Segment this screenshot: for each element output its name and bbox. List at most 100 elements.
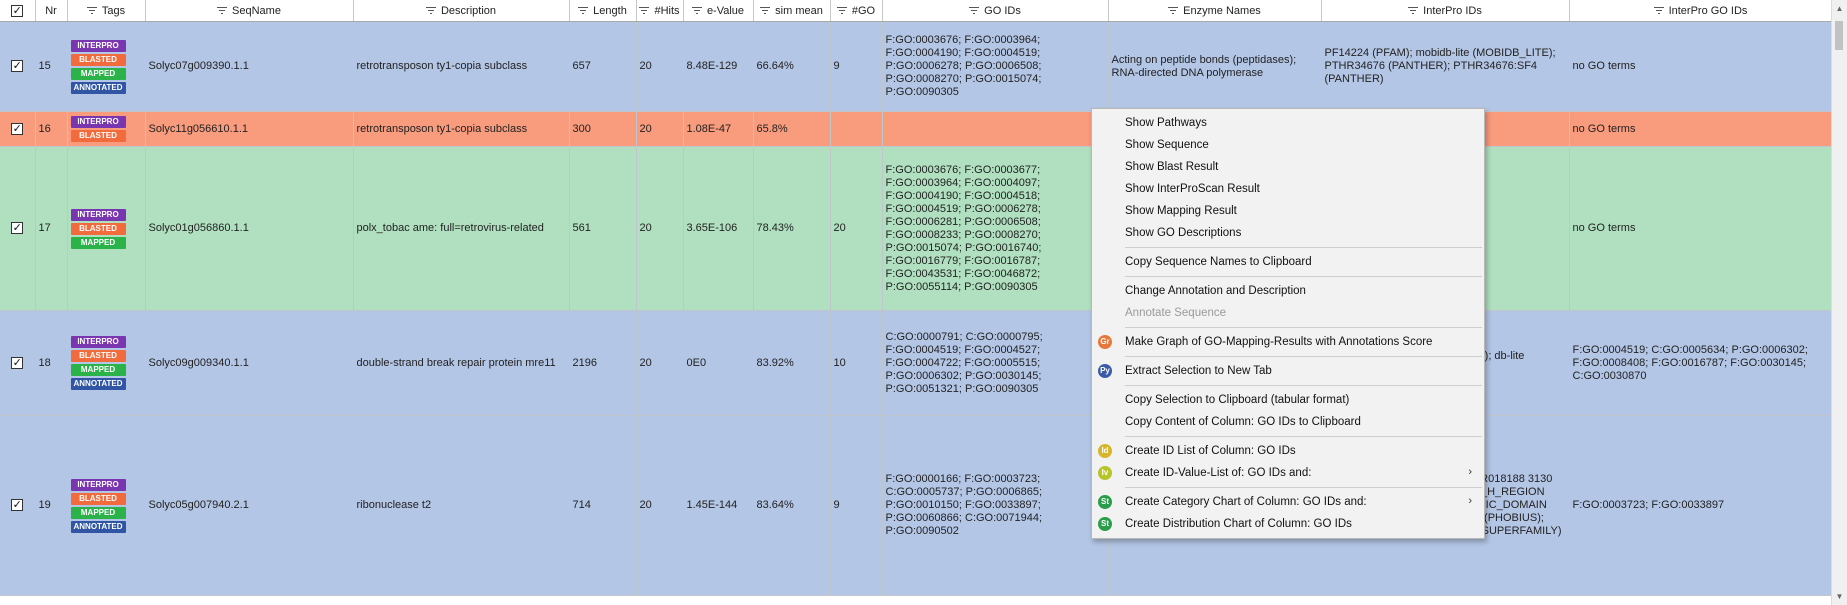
menu-item[interactable]: St Create Distribution Chart of Column: G… — [1092, 513, 1484, 535]
column-header-e-value[interactable]: e-Value — [683, 0, 754, 22]
cell-description: retrotransposon ty1-copia subclass — [353, 21, 570, 112]
menu-item[interactable]: St Create Category Chart of Column: GO ID… — [1092, 491, 1484, 513]
tag-badge-interpro: INTERPRO — [70, 478, 126, 491]
menu-item-label: Show Pathways — [1125, 117, 1207, 129]
menu-item[interactable]: Py Extract Selection to New Tab — [1092, 360, 1484, 382]
cell-sim-mean: 78.43% — [753, 146, 831, 311]
menu-separator — [1125, 356, 1482, 357]
column-header-label: Enzyme Names — [1183, 4, 1261, 17]
column-header-enzyme-names[interactable]: Enzyme Names — [1108, 0, 1322, 22]
row-checkbox[interactable]: ✓ — [11, 222, 24, 234]
cell-interpro-go-ids: no GO terms — [1569, 146, 1833, 311]
filter-icon[interactable] — [969, 7, 980, 14]
table-row[interactable]: ✓ 19 INTERPRO BLASTED MAPPED ANNOTATED Solyc05… — [0, 415, 1833, 596]
menu-item-icon: Iv — [1098, 466, 1112, 480]
menu-separator — [1125, 247, 1482, 248]
row-select-cell[interactable]: ✓ — [0, 111, 36, 147]
menu-item[interactable]: Show InterProScan Result — [1092, 178, 1484, 200]
column-header-sim-mean[interactable]: sim mean — [753, 0, 831, 22]
filter-icon[interactable] — [1653, 7, 1664, 14]
scroll-down-arrow-icon[interactable]: ▼ — [1835, 592, 1844, 601]
cell-seqname: Solyc05g007940.2.1 — [145, 415, 354, 596]
menu-separator — [1125, 276, 1482, 277]
cell-sim-mean: 83.64% — [753, 415, 831, 596]
filter-icon[interactable] — [1168, 7, 1179, 14]
row-select-cell[interactable]: ✓ — [0, 146, 36, 311]
row-select-cell[interactable]: ✓ — [0, 310, 36, 416]
row-select-cell[interactable]: ✓ — [0, 415, 36, 596]
column-header-hits[interactable]: #Hits — [636, 0, 684, 22]
menu-item[interactable]: Iv Create ID-Value-List of: GO IDs and: › — [1092, 462, 1484, 484]
table-row[interactable]: ✓ 16 INTERPRO BLASTED Solyc11g056610.1.1 retr… — [0, 111, 1833, 147]
menu-item-label: Annotate Sequence — [1125, 307, 1227, 319]
row-select-cell[interactable]: ✓ — [0, 21, 36, 112]
table-row[interactable]: ✓ 15 INTERPRO BLASTED MAPPED ANNOTATED Solyc07… — [0, 21, 1833, 112]
column-header-tags[interactable]: Tags — [67, 0, 146, 22]
row-checkbox[interactable]: ✓ — [11, 356, 24, 369]
column-header-label: Length — [593, 4, 627, 17]
menu-item-label: Create ID-Value-List of: GO IDs and: — [1125, 467, 1312, 479]
menu-item-label: Make Graph of GO-Mapping-Results with An… — [1125, 336, 1433, 348]
column-header-go-ids[interactable]: GO IDs — [882, 0, 1109, 22]
filter-icon[interactable] — [425, 7, 436, 14]
vertical-scrollbar[interactable]: ▲ ▼ — [1831, 0, 1847, 605]
table-row[interactable]: ✓ 17 INTERPRO BLASTED MAPPED Solyc01g056860.1… — [0, 146, 1833, 311]
table-row[interactable]: ✓ 18 INTERPRO BLASTED MAPPED ANNOTATED Solyc09… — [0, 310, 1833, 416]
menu-item-label: Copy Selection to Clipboard (tabular for… — [1125, 394, 1350, 406]
cell-e-value: 8.48E-129 — [683, 21, 754, 112]
menu-item[interactable]: Id Create ID List of Column: GO IDs — [1092, 440, 1484, 462]
cell-go-count: 20 — [830, 146, 883, 311]
menu-item[interactable]: Show GO Descriptions — [1092, 222, 1484, 244]
column-header-label: InterPro GO IDs — [1668, 4, 1748, 17]
menu-item[interactable]: Show Blast Result — [1092, 156, 1484, 178]
scrollbar-thumb[interactable] — [1835, 21, 1843, 50]
row-checkbox[interactable]: ✓ — [11, 499, 24, 511]
scroll-up-arrow-icon[interactable]: ▲ — [1835, 4, 1844, 13]
cell-sim-mean: 65.8% — [753, 111, 831, 147]
menu-item-label: Show Mapping Result — [1125, 205, 1237, 217]
cell-sim-mean: 83.92% — [753, 310, 831, 416]
filter-icon[interactable] — [578, 7, 589, 14]
filter-icon[interactable] — [639, 7, 650, 14]
cell-nr: 19 — [35, 415, 68, 596]
menu-item[interactable]: Change Annotation and Description — [1092, 280, 1484, 302]
column-header-length[interactable]: Length — [569, 0, 637, 22]
menu-item[interactable]: Show Pathways — [1092, 112, 1484, 134]
column-header-interpro-ids[interactable]: InterPro IDs — [1321, 0, 1570, 22]
filter-icon[interactable] — [217, 7, 228, 14]
column-header-go-count[interactable]: #GO — [830, 0, 883, 22]
column-header-interpro-go-ids[interactable]: InterPro GO IDs — [1569, 0, 1833, 22]
menu-item[interactable]: Show Mapping Result — [1092, 200, 1484, 222]
menu-item[interactable]: Copy Content of Column: GO IDs to Clipbo… — [1092, 411, 1484, 433]
filter-icon[interactable] — [836, 7, 847, 14]
submenu-arrow-icon: › — [1468, 495, 1472, 507]
cell-go-ids: F:GO:0000166; F:GO:0003723; C:GO:0005737… — [882, 415, 1109, 596]
column-header-nr[interactable]: Nr — [35, 0, 68, 22]
menu-item-label: Extract Selection to New Tab — [1125, 365, 1272, 377]
filter-icon[interactable] — [760, 7, 771, 14]
menu-item[interactable]: Copy Sequence Names to Clipboard — [1092, 251, 1484, 273]
tag-badge-interpro: INTERPRO — [70, 208, 126, 221]
row-checkbox[interactable]: ✓ — [11, 122, 24, 135]
cell-hits: 20 — [636, 21, 684, 112]
column-header-label: e-Value — [706, 4, 745, 17]
cell-sim-mean: 66.64% — [753, 21, 831, 112]
column-header-description[interactable]: Description — [353, 0, 570, 22]
menu-item[interactable]: Show Sequence — [1092, 134, 1484, 156]
cell-enzyme-names: Acting on peptide bonds (peptidases); RN… — [1108, 21, 1322, 112]
column-header-seqname[interactable]: SeqName — [145, 0, 354, 22]
filter-icon[interactable] — [691, 7, 702, 14]
filter-icon[interactable] — [1408, 7, 1419, 14]
cell-length: 2196 — [569, 310, 637, 416]
cell-interpro-go-ids: F:GO:0003723; F:GO:0033897 — [1569, 415, 1833, 596]
tag-badge-blasted: BLASTED — [70, 53, 126, 66]
select-all-checkbox[interactable]: ✓ — [11, 4, 24, 17]
tag-badge-mapped: MAPPED — [70, 236, 126, 249]
select-all-header[interactable]: ✓ — [0, 0, 36, 22]
filter-icon[interactable] — [86, 7, 97, 14]
cell-interpro-ids: PF14224 (PFAM); mobidb-lite (MOBIDB_LITE… — [1321, 21, 1570, 112]
menu-item[interactable]: Copy Selection to Clipboard (tabular for… — [1092, 389, 1484, 411]
cell-go-ids: C:GO:0000791; C:GO:0000795; F:GO:0004519… — [882, 310, 1109, 416]
menu-item[interactable]: Gr Make Graph of GO-Mapping-Results with … — [1092, 331, 1484, 353]
row-checkbox[interactable]: ✓ — [11, 60, 24, 72]
